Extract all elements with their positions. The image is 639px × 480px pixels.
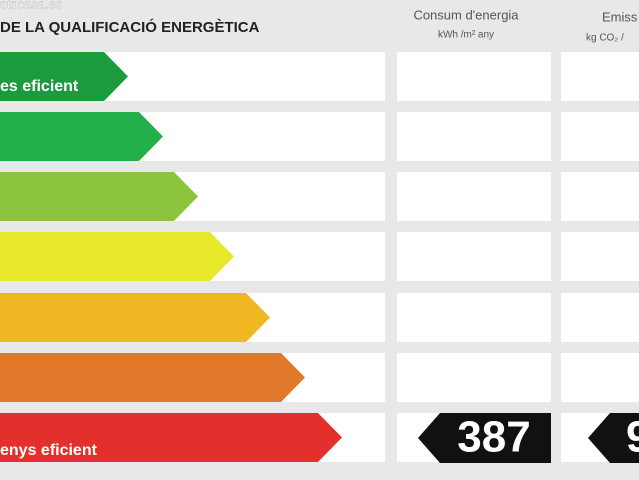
row-cell <box>397 112 551 161</box>
column-title: Consum d'energia <box>413 7 519 22</box>
header-title: DE LA QUALIFICACIÓ ENERGÈTICA <box>0 18 260 36</box>
row-cell <box>397 52 551 101</box>
rating-arrow <box>0 172 198 221</box>
row-cell <box>561 353 639 402</box>
rating-arrow <box>0 413 342 462</box>
row-cell <box>561 172 639 221</box>
column-title: Emiss <box>602 9 638 24</box>
row-cell <box>561 293 639 342</box>
emissions-badge: 9 <box>588 413 639 463</box>
consumption-badge: 387 <box>418 413 551 463</box>
row-cell <box>561 232 639 281</box>
consumption-value: 387 <box>457 413 530 462</box>
row-cell <box>397 353 551 402</box>
row-cell <box>397 232 551 281</box>
badge-shape <box>418 413 551 463</box>
rows <box>0 52 639 462</box>
rating-arrow <box>0 112 163 161</box>
rating-arrow <box>0 293 270 342</box>
rating-arrow <box>0 232 234 281</box>
column-unit: kg CO₂ / <box>586 33 624 44</box>
emissions-value: 9 <box>626 413 639 462</box>
watermark: fotocasa.es <box>0 0 63 11</box>
badge-shape <box>588 413 639 463</box>
row-cell <box>397 172 551 221</box>
rating-arrow <box>0 353 305 402</box>
scale-top-label: es eficient <box>0 78 79 95</box>
row-cell <box>561 112 639 161</box>
row-cell <box>561 52 639 101</box>
row-cell <box>397 293 551 342</box>
rating-arrow <box>0 52 128 101</box>
scale-bottom-label: enys eficient <box>0 442 98 459</box>
column-unit: kWh /m² any <box>438 30 494 41</box>
